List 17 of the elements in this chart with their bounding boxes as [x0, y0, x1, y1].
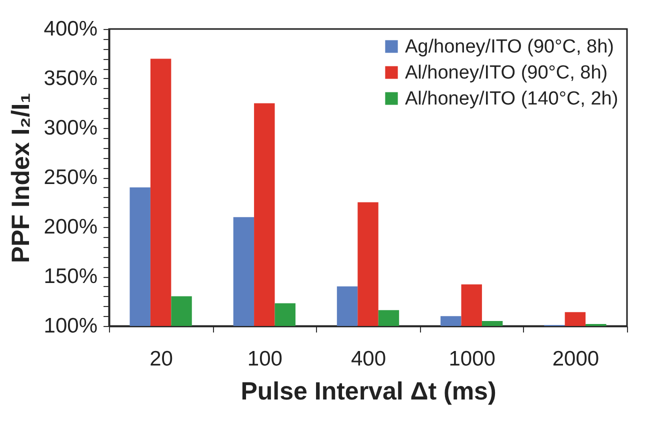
y-tick-label: 250%	[44, 166, 98, 189]
legend-label: Al/honey/ITO (90°C, 8h)	[405, 62, 608, 84]
y-tick-label: 400%	[44, 18, 98, 40]
x-tick-label: 20	[150, 348, 173, 370]
x-tick-label: 100	[247, 348, 282, 370]
y-tick-label: 350%	[44, 67, 98, 90]
y-axis-title: PPF Index I₂/I₁	[6, 92, 35, 264]
y-tick-label: 300%	[44, 116, 98, 140]
y-tick-label: 200%	[44, 216, 98, 238]
y-tick-label: 150%	[44, 265, 98, 288]
legend-label: Al/honey/ITO (140°C, 2h)	[405, 88, 618, 110]
x-tick-label: 2000	[552, 348, 600, 370]
x-tick-label: 1000	[448, 348, 496, 370]
x-tick-label: 400	[350, 348, 386, 370]
legend-label: Ag/honey/ITO (90°C, 8h)	[405, 36, 614, 58]
x-axis-title: Pulse Interval Δt (ms)	[240, 378, 496, 406]
y-tick-label: 100%	[44, 314, 98, 338]
